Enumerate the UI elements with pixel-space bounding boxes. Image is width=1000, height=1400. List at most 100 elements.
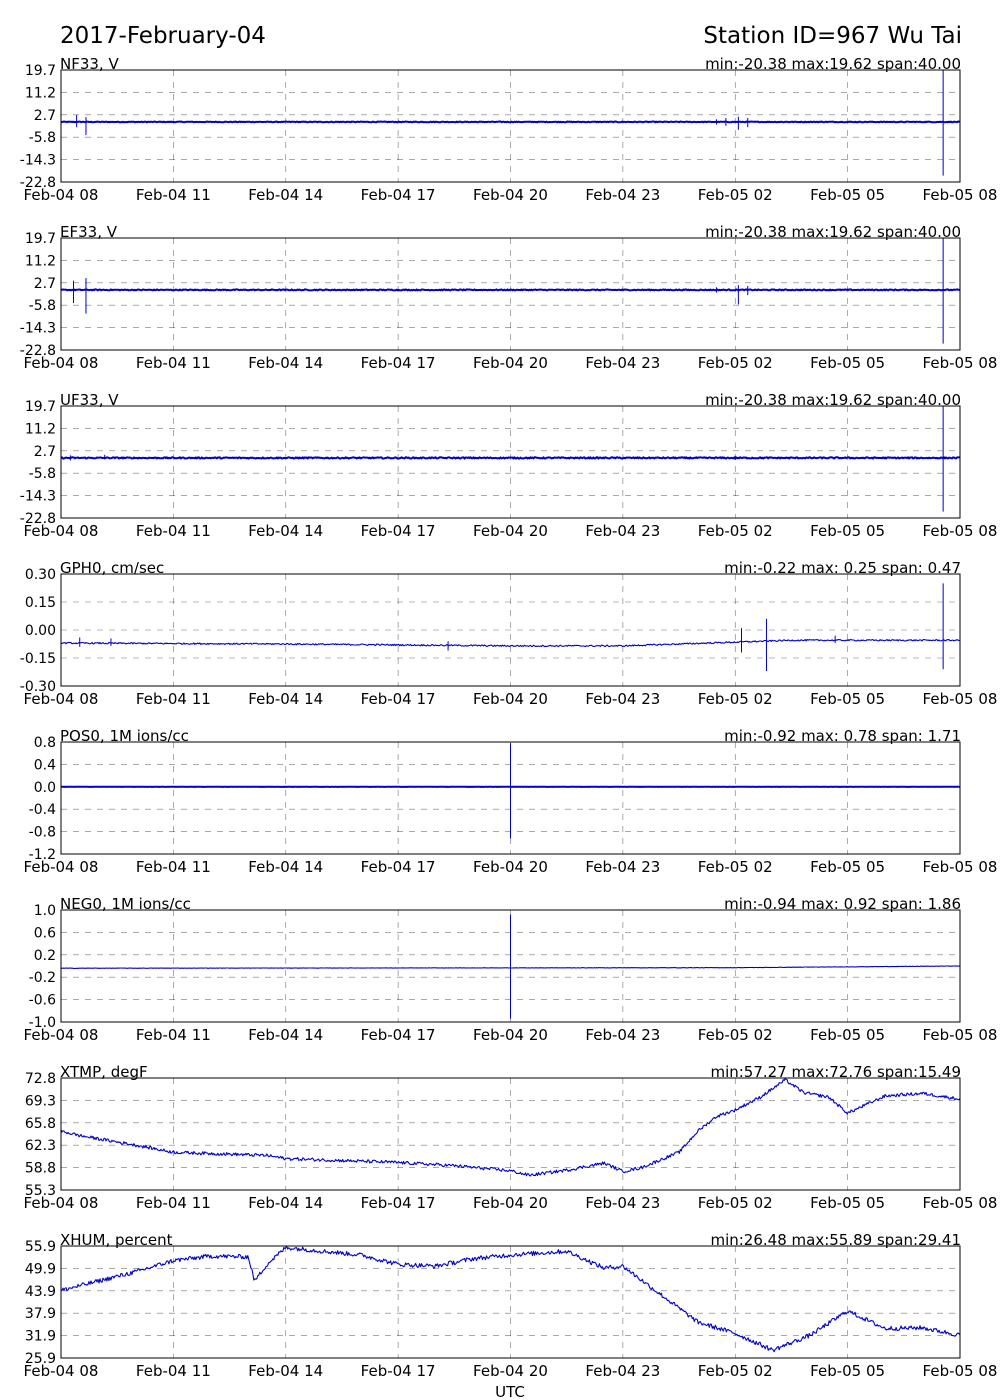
- x-tick-label: Feb-05 08: [923, 186, 998, 204]
- y-tick-label: -5.8: [29, 466, 56, 482]
- x-tick-label: Feb-04 23: [585, 690, 660, 708]
- x-tick-label: Feb-05 08: [923, 1026, 998, 1044]
- panel-label: XHUM, percent: [60, 1231, 173, 1249]
- x-tick-label: Feb-04 08: [24, 1194, 99, 1212]
- x-tick-label: Feb-05 08: [923, 858, 998, 876]
- x-tick-label: Feb-04 17: [361, 858, 436, 876]
- y-tick-label: 31.9: [25, 1329, 56, 1345]
- x-tick-label: Feb-04 08: [24, 354, 99, 372]
- plot-frame: [60, 909, 961, 1023]
- y-tick-label: -0.15: [20, 651, 56, 667]
- panel-label: XTMP, degF: [60, 1063, 148, 1081]
- x-tick-label: Feb-05 02: [698, 1026, 773, 1044]
- plot-frame: [60, 573, 961, 687]
- x-tick-label: Feb-04 17: [361, 1194, 436, 1212]
- x-tick-label: Feb-04 14: [248, 1362, 323, 1380]
- y-tick-label: 19.7: [25, 231, 56, 247]
- x-tick-label: Feb-05 02: [698, 858, 773, 876]
- x-tick-label: Feb-05 08: [923, 1194, 998, 1212]
- x-tick-label: Feb-04 20: [473, 186, 548, 204]
- x-tick-label: Feb-05 08: [923, 522, 998, 540]
- y-tick-label: 0.0: [34, 780, 56, 796]
- plot-frame: [60, 405, 961, 519]
- x-tick-label: Feb-04 14: [248, 354, 323, 372]
- y-tick-label: 62.3: [25, 1138, 56, 1154]
- panel-label: POS0, 1M ions/cc: [60, 727, 189, 745]
- plot-frame: [60, 237, 961, 351]
- x-tick-label: Feb-04 17: [361, 1026, 436, 1044]
- x-tick-label: Feb-05 05: [810, 186, 885, 204]
- x-tick-label: Feb-04 14: [248, 858, 323, 876]
- x-tick-label: Feb-04 23: [585, 1194, 660, 1212]
- plot-frame: [60, 1077, 961, 1191]
- series-line: [60, 1077, 961, 1177]
- y-tick-label: -5.8: [29, 130, 56, 146]
- panel-label: GPH0, cm/sec: [60, 559, 164, 577]
- x-tick-label: Feb-04 11: [136, 690, 211, 708]
- y-tick-label: 1.0: [34, 903, 56, 919]
- y-tick-label: 37.9: [25, 1306, 56, 1322]
- y-tick-label: -0.2: [29, 970, 56, 986]
- y-tick-label: 0.30: [25, 567, 56, 583]
- y-tick-label: 11.2: [25, 253, 56, 269]
- panel-stats: min:-0.22 max: 0.25 span: 0.47: [724, 559, 961, 577]
- x-tick-label: Feb-04 20: [473, 522, 548, 540]
- plot-frame: [60, 1245, 961, 1359]
- y-tick-label: 0.2: [34, 948, 56, 964]
- y-tick-label: -1.0: [29, 1015, 56, 1031]
- x-tick-label: Feb-05 05: [810, 1194, 885, 1212]
- x-tick-label: Feb-04 08: [24, 186, 99, 204]
- y-tick-label: 0.15: [25, 595, 56, 611]
- y-tick-label: 55.3: [25, 1183, 56, 1199]
- x-tick-label: Feb-05 08: [923, 1362, 998, 1380]
- x-tick-label: Feb-05 05: [810, 690, 885, 708]
- x-tick-label: Feb-05 02: [698, 186, 773, 204]
- x-tick-label: Feb-04 23: [585, 354, 660, 372]
- plot-frame: [60, 69, 961, 183]
- x-tick-label: Feb-04 17: [361, 354, 436, 372]
- y-tick-label: 69.3: [25, 1093, 56, 1109]
- y-tick-label: -1.2: [29, 847, 56, 863]
- series-line: [60, 120, 961, 124]
- x-tick-label: Feb-04 17: [361, 690, 436, 708]
- x-tick-label: Feb-04 14: [248, 690, 323, 708]
- x-tick-label: Feb-04 11: [136, 522, 211, 540]
- panel-stats: min:-0.94 max: 0.92 span: 1.86: [724, 895, 961, 913]
- y-tick-label: 11.2: [25, 85, 56, 101]
- x-tick-label: Feb-04 08: [24, 522, 99, 540]
- y-tick-label: 11.2: [25, 421, 56, 437]
- x-tick-label: Feb-04 14: [248, 1194, 323, 1212]
- plot-frame: [60, 741, 961, 855]
- x-tick-label: Feb-04 20: [473, 1194, 548, 1212]
- y-tick-label: 2.7: [34, 276, 56, 292]
- x-tick-label: Feb-04 11: [136, 858, 211, 876]
- x-tick-label: Feb-04 11: [136, 354, 211, 372]
- x-tick-label: Feb-04 11: [136, 186, 211, 204]
- x-tick-label: Feb-04 14: [248, 186, 323, 204]
- x-tick-label: Feb-04 23: [585, 1026, 660, 1044]
- x-tick-label: Feb-05 02: [698, 690, 773, 708]
- y-tick-label: -22.8: [20, 343, 56, 359]
- x-tick-label: Feb-05 05: [810, 354, 885, 372]
- panel-stats: min:-20.38 max:19.62 span:40.00: [705, 391, 961, 409]
- y-tick-label: 2.7: [34, 108, 56, 124]
- x-tick-label: Feb-04 23: [585, 858, 660, 876]
- x-tick-label: Feb-05 08: [923, 690, 998, 708]
- y-tick-label: 25.9: [25, 1351, 56, 1367]
- y-tick-label: -5.8: [29, 298, 56, 314]
- x-tick-label: Feb-05 02: [698, 1194, 773, 1212]
- y-tick-label: 55.9: [25, 1239, 56, 1255]
- series-line: [60, 638, 961, 648]
- x-tick-label: Feb-04 20: [473, 354, 548, 372]
- x-tick-label: Feb-04 23: [585, 522, 660, 540]
- panel-label: EF33, V: [60, 223, 118, 241]
- y-tick-label: 0.4: [34, 757, 56, 773]
- x-tick-label: Feb-04 08: [24, 1362, 99, 1380]
- y-tick-label: -14.3: [20, 321, 56, 337]
- y-tick-label: 19.7: [25, 399, 56, 415]
- y-tick-label: 72.8: [25, 1071, 56, 1087]
- series-line: [60, 288, 961, 292]
